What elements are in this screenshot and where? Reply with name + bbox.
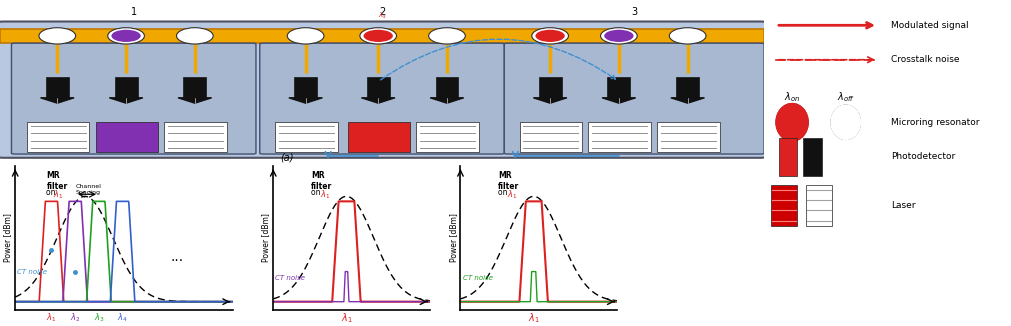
- Text: on: on: [497, 188, 510, 197]
- Text: 3: 3: [631, 7, 637, 17]
- Ellipse shape: [39, 28, 76, 44]
- Ellipse shape: [600, 28, 637, 44]
- Text: CT noise: CT noise: [275, 274, 305, 281]
- FancyBboxPatch shape: [114, 77, 137, 98]
- FancyBboxPatch shape: [0, 22, 765, 158]
- Text: $\lambda_{off}$: $\lambda_{off}$: [836, 90, 854, 104]
- X-axis label: $\lambda$ [nm]: $\lambda$ [nm]: [109, 325, 139, 326]
- Polygon shape: [178, 98, 211, 103]
- Ellipse shape: [287, 28, 324, 44]
- Text: CT noise: CT noise: [17, 269, 48, 274]
- FancyBboxPatch shape: [260, 43, 503, 154]
- FancyBboxPatch shape: [366, 77, 389, 98]
- Y-axis label: Power [dBm]: Power [dBm]: [3, 214, 12, 262]
- Polygon shape: [602, 98, 635, 103]
- Text: CT noise: CT noise: [462, 274, 492, 281]
- FancyBboxPatch shape: [802, 138, 821, 175]
- Text: $\lambda_1$: $\lambda_1$: [53, 188, 64, 201]
- Text: on: on: [310, 188, 323, 197]
- FancyBboxPatch shape: [538, 77, 561, 98]
- Text: MR
filter: MR filter: [497, 171, 519, 191]
- Circle shape: [830, 105, 859, 140]
- Polygon shape: [40, 98, 74, 103]
- FancyBboxPatch shape: [11, 43, 256, 154]
- Ellipse shape: [429, 28, 465, 44]
- FancyBboxPatch shape: [0, 28, 763, 43]
- FancyBboxPatch shape: [164, 122, 226, 152]
- Circle shape: [775, 104, 808, 141]
- Ellipse shape: [531, 28, 568, 44]
- Text: Crosstalk noise: Crosstalk noise: [891, 55, 958, 64]
- Text: $\lambda_1$: $\lambda_1$: [507, 188, 517, 201]
- Text: $\lambda_{on}$: $\lambda_{on}$: [784, 90, 800, 104]
- Text: Photodetector: Photodetector: [891, 152, 954, 161]
- FancyBboxPatch shape: [805, 185, 831, 226]
- FancyBboxPatch shape: [435, 77, 458, 98]
- Ellipse shape: [668, 28, 706, 44]
- FancyBboxPatch shape: [656, 122, 719, 152]
- FancyBboxPatch shape: [348, 122, 409, 152]
- FancyBboxPatch shape: [503, 43, 763, 154]
- Text: MR
filter: MR filter: [47, 171, 68, 191]
- Ellipse shape: [111, 30, 141, 42]
- FancyBboxPatch shape: [519, 122, 581, 152]
- Polygon shape: [430, 98, 463, 103]
- Text: Laser: Laser: [891, 201, 915, 210]
- FancyArrowPatch shape: [380, 39, 615, 80]
- Ellipse shape: [363, 30, 392, 42]
- Text: Modulated signal: Modulated signal: [891, 21, 968, 30]
- FancyBboxPatch shape: [587, 122, 650, 152]
- Polygon shape: [288, 98, 323, 103]
- FancyBboxPatch shape: [183, 77, 206, 98]
- Polygon shape: [533, 98, 566, 103]
- Text: on: on: [47, 188, 59, 197]
- Ellipse shape: [176, 28, 213, 44]
- FancyBboxPatch shape: [777, 138, 797, 175]
- FancyBboxPatch shape: [275, 122, 338, 152]
- Y-axis label: Power [dBm]: Power [dBm]: [261, 214, 270, 262]
- FancyBboxPatch shape: [26, 122, 89, 152]
- Polygon shape: [361, 98, 394, 103]
- FancyBboxPatch shape: [607, 77, 630, 98]
- Ellipse shape: [107, 28, 145, 44]
- Text: (a): (a): [279, 153, 293, 163]
- Ellipse shape: [604, 30, 633, 42]
- Text: $\lambda_s$: $\lambda_s$: [377, 11, 386, 21]
- Polygon shape: [670, 98, 704, 103]
- FancyBboxPatch shape: [770, 185, 797, 226]
- Polygon shape: [109, 98, 143, 103]
- FancyBboxPatch shape: [416, 122, 478, 152]
- Text: Microring resonator: Microring resonator: [891, 118, 979, 127]
- Y-axis label: Power [dBm]: Power [dBm]: [448, 214, 457, 262]
- Text: 1: 1: [130, 7, 136, 17]
- FancyBboxPatch shape: [95, 122, 158, 152]
- Text: 2: 2: [378, 7, 385, 17]
- Ellipse shape: [360, 28, 396, 44]
- Text: Channel
Spacing: Channel Spacing: [75, 184, 101, 195]
- Text: ...: ...: [170, 249, 183, 263]
- Text: $\lambda_1$: $\lambda_1$: [319, 188, 330, 201]
- FancyBboxPatch shape: [45, 77, 69, 98]
- FancyBboxPatch shape: [294, 77, 316, 98]
- Ellipse shape: [535, 30, 564, 42]
- Text: MR
filter: MR filter: [310, 171, 332, 191]
- FancyBboxPatch shape: [675, 77, 699, 98]
